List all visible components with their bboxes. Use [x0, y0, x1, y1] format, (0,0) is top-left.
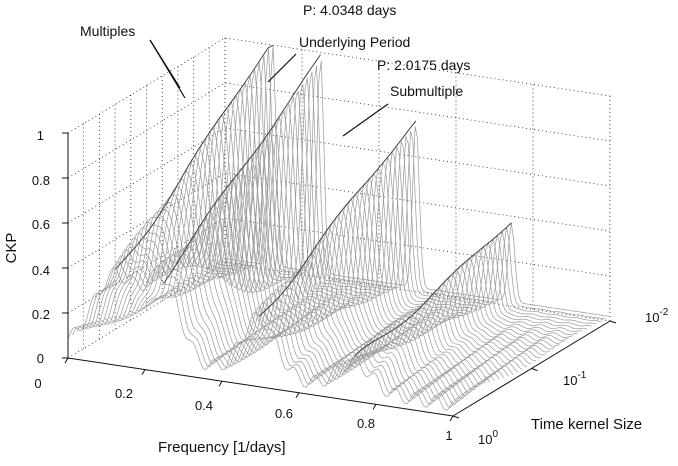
x-tick-label: 0.4 — [195, 398, 213, 413]
grid-line — [67, 37, 611, 134]
surface-line — [192, 88, 578, 335]
annotation-underlying: Underlying Period — [299, 34, 410, 50]
annotations: Multiples P: 4.0348 days Underlying Peri… — [80, 2, 470, 137]
y-tick — [531, 368, 538, 371]
surface-line — [104, 221, 491, 388]
x-tick-labels: 0 0.2 0.4 0.6 0.8 1 — [34, 376, 452, 443]
surface-line — [224, 45, 611, 317]
x-tick — [372, 404, 377, 410]
surface-line — [76, 255, 463, 405]
z-tick-labels: 0 0.2 0.4 0.6 0.8 1 — [32, 128, 50, 366]
arrow-multiples-2 — [149, 39, 186, 99]
grid-line — [67, 127, 611, 224]
x-tick-label: 0.2 — [115, 386, 133, 401]
annotation-period-4: P: 4.0348 days — [303, 2, 396, 18]
y-tick-labels: 10-2 10-1 100 — [478, 307, 669, 447]
x-tick-label: 0.8 — [357, 416, 375, 431]
peak-ridge — [163, 54, 321, 284]
z-tick-label: 1 — [37, 128, 44, 143]
surface-line — [211, 62, 597, 325]
surface-line — [109, 216, 495, 385]
arrow-submultiple — [342, 103, 389, 137]
surface-line — [100, 227, 486, 391]
annotation-period-2: P: 2.0175 days — [377, 57, 470, 73]
surface-line — [86, 243, 472, 400]
z-tick-label: 0.2 — [32, 307, 50, 322]
surface-line — [183, 101, 569, 341]
surface-line — [113, 209, 500, 382]
y-tick-label: 10-1 — [563, 370, 587, 388]
z-tick-label: 0.6 — [32, 217, 50, 232]
surface-line — [201, 76, 587, 330]
x-tick — [64, 357, 69, 364]
peak-ridge — [258, 120, 417, 317]
y-tick-label: 100 — [478, 429, 498, 447]
y-tick-label: 10-2 — [645, 307, 669, 325]
annotation-submultiple: Submultiple — [390, 83, 463, 99]
surface-line — [188, 94, 574, 338]
surface-line — [178, 107, 564, 344]
x-axis-line — [67, 357, 454, 417]
x-tick — [449, 415, 454, 422]
surface-line — [95, 232, 481, 394]
axes-frame — [62, 132, 617, 422]
x-tick-label: 0.6 — [275, 406, 293, 421]
x-tick-label: 0 — [34, 376, 41, 391]
z-axis-label: CKP — [3, 233, 20, 264]
y-axis-label: Time kernel Size — [531, 416, 642, 433]
surface-line — [137, 170, 523, 370]
surface-line — [72, 260, 458, 408]
x-tick-label: 1 — [445, 428, 452, 443]
y-tick — [452, 415, 460, 419]
x-axis-label: Frequency [1/days] — [158, 439, 286, 456]
peak-ridge — [354, 222, 512, 357]
surface-line — [174, 114, 560, 347]
annotation-multiples: Multiples — [80, 23, 135, 39]
surface-line — [169, 120, 555, 350]
y-tick — [609, 320, 617, 324]
surface-line — [67, 267, 454, 411]
x-tick — [218, 380, 223, 387]
surface-mesh — [67, 44, 611, 411]
surface-line — [90, 237, 477, 396]
surface-line — [206, 69, 592, 327]
annotation-arrows — [149, 39, 389, 137]
z-tick-label: 0.8 — [32, 173, 50, 188]
grid-line — [67, 82, 611, 179]
z-tick-label: 0 — [37, 351, 44, 366]
z-tick-label: 0.4 — [32, 263, 50, 278]
x-tick — [141, 369, 146, 375]
arrow-underlying — [267, 53, 297, 83]
surface-line — [197, 82, 583, 333]
x-tick — [295, 392, 300, 399]
peak-ridge — [115, 44, 273, 270]
